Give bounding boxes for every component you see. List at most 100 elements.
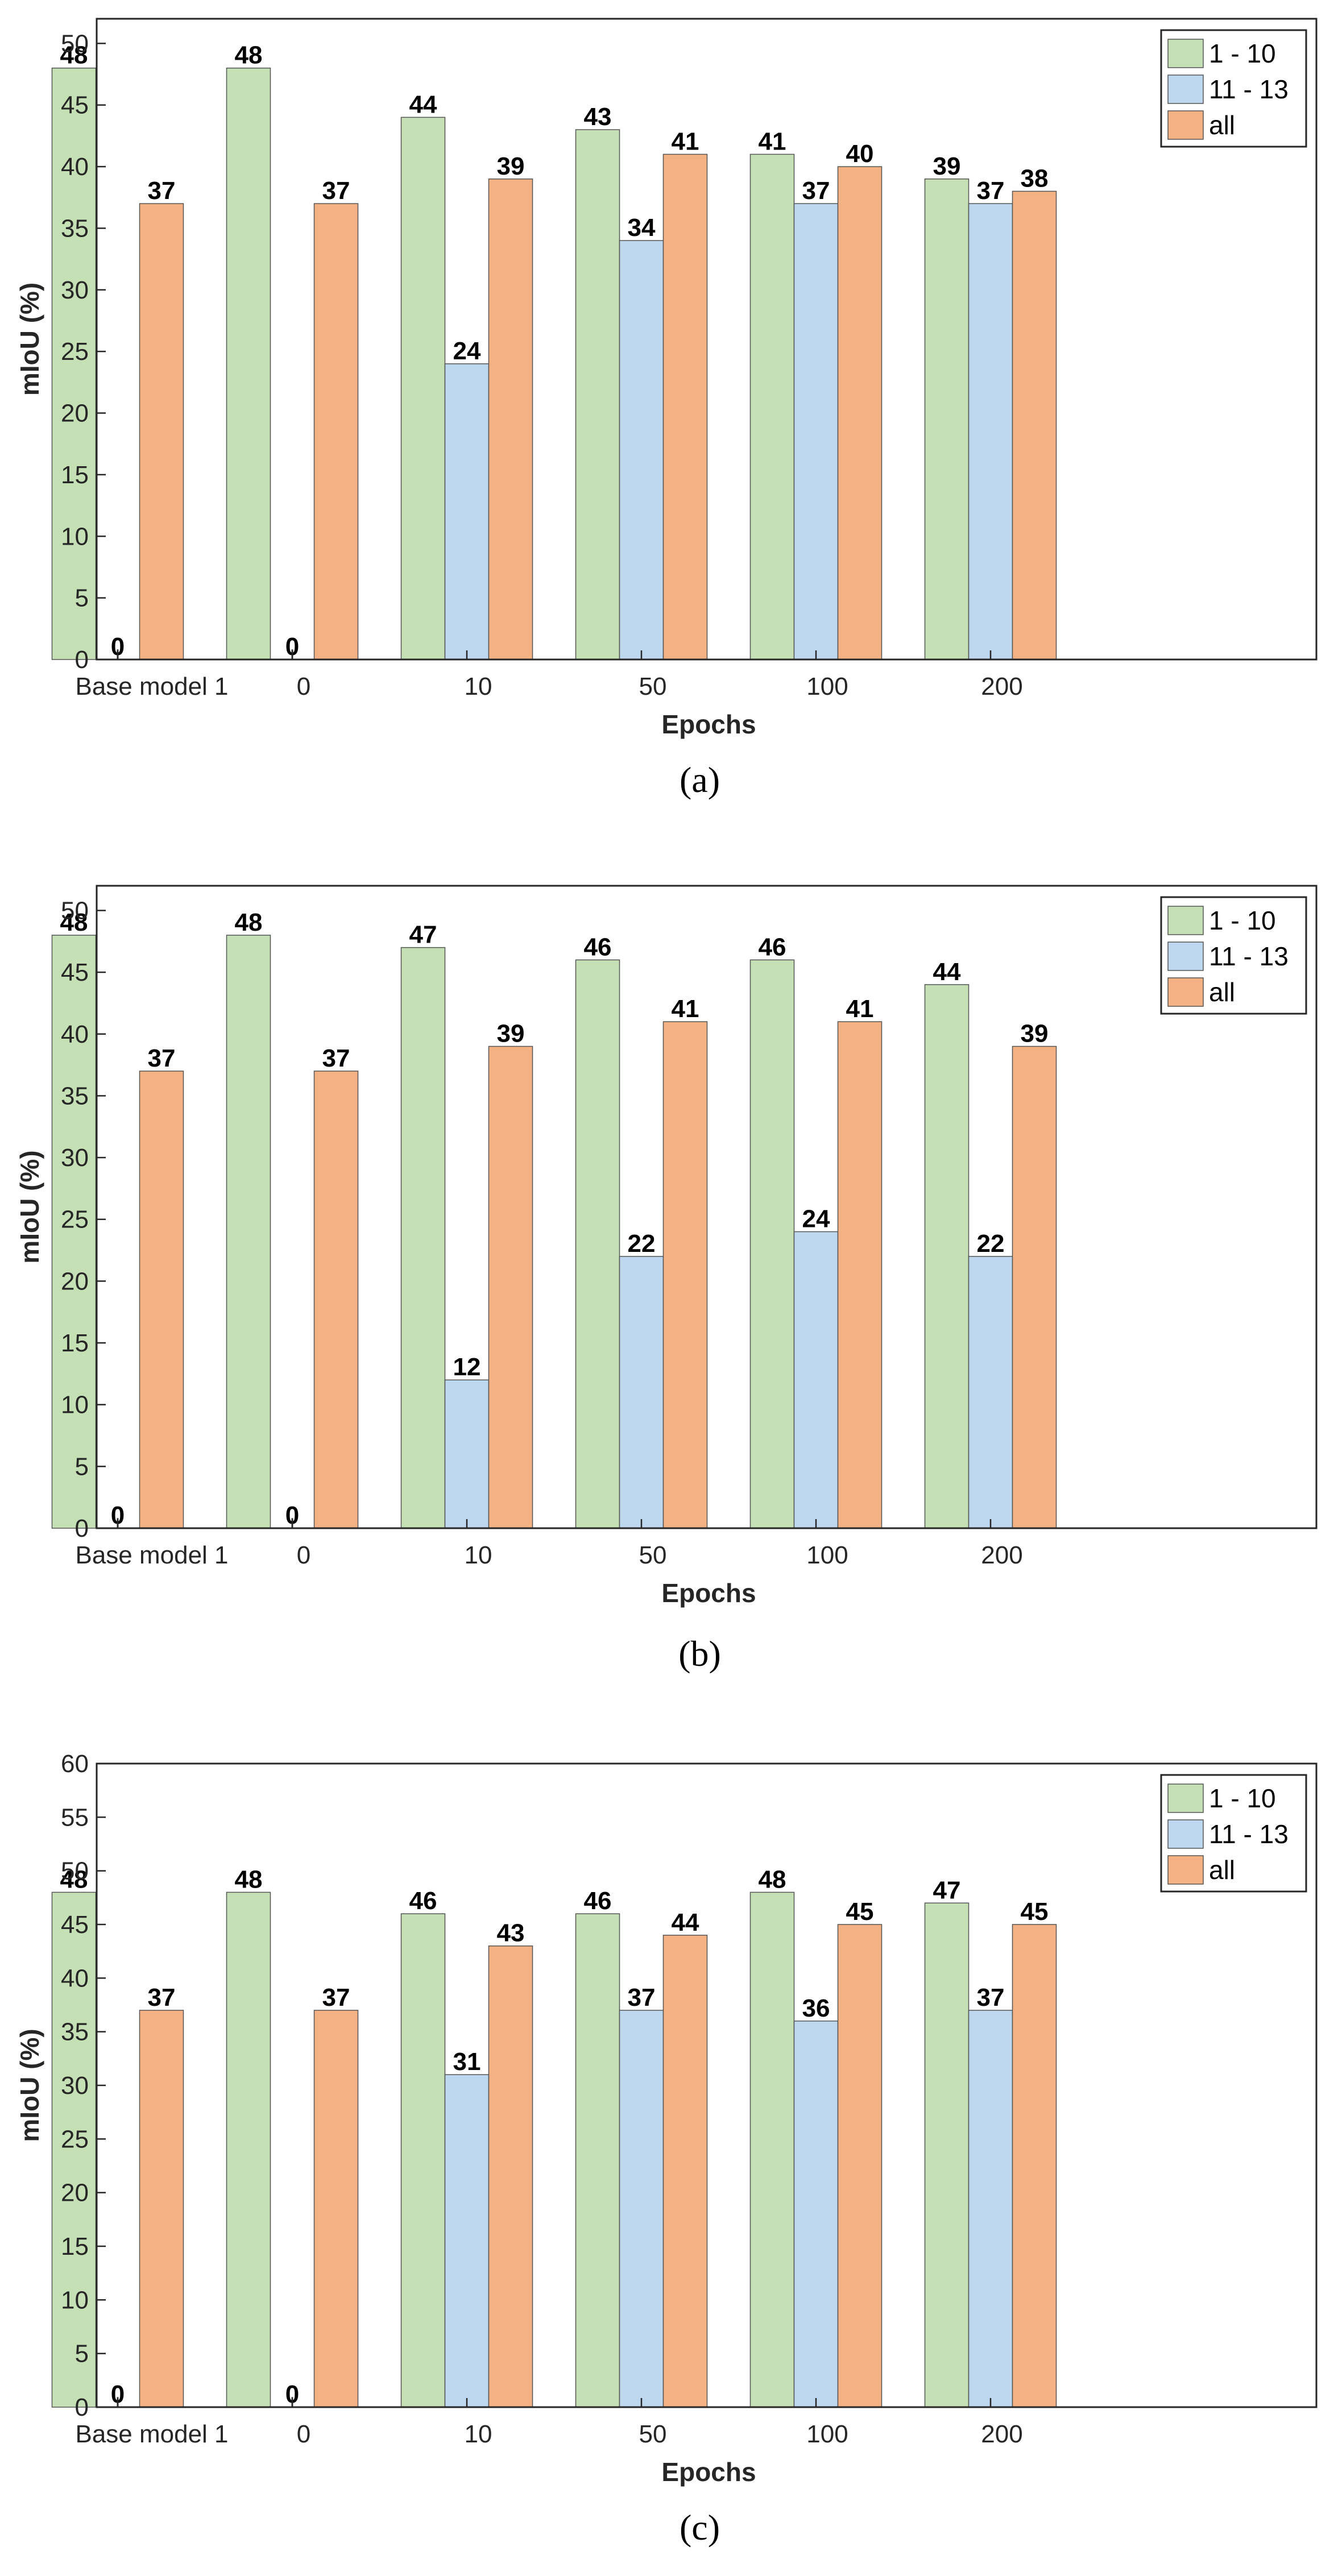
bar-1-1-3 (619, 240, 664, 660)
y-axis-label-2: mIoU (%) (15, 1150, 44, 1263)
x-tick-label-2-2: 10 (465, 1541, 492, 1569)
data-label-3-2-5: 45 (1021, 1898, 1049, 1926)
data-label-3-0-3: 46 (584, 1887, 612, 1915)
x-axis-label-3: Epochs (661, 2457, 756, 2487)
x-tick-label-3-0: Base model 1 (75, 2420, 228, 2448)
data-label-3-0-2: 46 (409, 1887, 437, 1915)
data-label-1-2-4: 40 (846, 140, 874, 168)
y-tick-label-3-1: 5 (75, 2340, 89, 2368)
data-label-2-0-4: 46 (759, 933, 786, 961)
y-tick-label-2-10: 50 (61, 897, 89, 924)
data-label-1-0-5: 39 (933, 152, 961, 180)
caption-3: (c) (680, 2507, 720, 2548)
bar-3-2-5 (1012, 1924, 1057, 2408)
data-label-2-1-5: 22 (977, 1230, 1005, 1258)
x-axis-label-1: Epochs (661, 710, 756, 739)
data-label-1-0-2: 44 (409, 90, 437, 118)
y-tick-label-3-9: 45 (61, 1911, 89, 1939)
data-label-1-2-5: 38 (1021, 164, 1049, 192)
y-tick-label-1-1: 5 (75, 584, 89, 612)
x-tick-label-2-3: 50 (639, 1541, 667, 1569)
y-tick-label-1-7: 35 (61, 214, 89, 242)
legend-label-3-0: 1 - 10 (1209, 1783, 1276, 1813)
x-axis-label-2: Epochs (661, 1578, 756, 1608)
y-tick-label-3-7: 35 (61, 2018, 89, 2046)
y-tick-label-3-4: 20 (61, 2179, 89, 2207)
y-tick-label-2-7: 35 (61, 1082, 89, 1110)
y-tick-label-1-9: 45 (61, 92, 89, 119)
data-label-2-2-4: 41 (846, 995, 874, 1023)
bar-1-2-3 (662, 154, 708, 660)
legend-label-1-0: 1 - 10 (1209, 39, 1276, 68)
bar-3-0-0 (51, 1891, 97, 2408)
data-label-3-2-3: 44 (672, 1909, 699, 1936)
y-tick-label-1-3: 15 (61, 461, 89, 489)
data-label-2-1-4: 24 (802, 1205, 830, 1233)
data-label-1-2-1: 37 (322, 177, 350, 205)
bar-2-2-4 (837, 1021, 883, 1529)
x-tick-label-2-5: 200 (981, 1541, 1022, 1569)
legend-label-3-2: all (1209, 1855, 1235, 1885)
x-tick-label-1-3: 50 (639, 673, 667, 700)
data-label-2-0-3: 46 (584, 933, 612, 961)
x-tick-label-3-1: 0 (297, 2420, 310, 2448)
data-label-3-2-4: 45 (846, 1898, 874, 1926)
data-label-2-1-2: 12 (453, 1353, 481, 1381)
bar-1-1-2 (444, 363, 490, 660)
data-label-3-0-4: 48 (759, 1865, 786, 1893)
data-label-2-0-2: 47 (409, 921, 437, 949)
y-tick-label-2-0: 0 (75, 1515, 89, 1542)
y-tick-label-2-8: 40 (61, 1021, 89, 1048)
y-tick-label-3-0: 0 (75, 2394, 89, 2421)
bar-3-2-3 (662, 1935, 708, 2408)
bar-3-0-5 (924, 1902, 970, 2408)
bar-3-2-2 (488, 1945, 533, 2408)
legend-swatch-3-0 (1167, 1783, 1204, 1813)
x-tick-label-3-3: 50 (639, 2420, 667, 2448)
bar-3-2-4 (837, 1924, 883, 2408)
data-label-1-0-0: 48 (60, 42, 88, 69)
x-tick-label-3-5: 200 (981, 2420, 1022, 2448)
bar-3-0-2 (400, 1913, 446, 2408)
data-label-1-1-5: 37 (977, 177, 1005, 205)
data-label-2-1-3: 22 (628, 1230, 656, 1258)
data-label-2-0-5: 44 (933, 958, 961, 986)
y-tick-label-1-6: 30 (61, 276, 89, 304)
bar-2-0-2 (400, 947, 446, 1529)
y-tick-label-2-3: 15 (61, 1329, 89, 1357)
bar-3-2-1 (313, 2010, 359, 2408)
bar-2-1-5 (968, 1256, 1013, 1529)
x-tick-label-1-1: 0 (297, 673, 310, 700)
bar-2-2-5 (1012, 1046, 1057, 1529)
legend-swatch-1-2 (1167, 110, 1204, 140)
bar-3-1-3 (619, 2010, 664, 2408)
x-tick-label-2-1: 0 (297, 1541, 310, 1569)
bar-3-1-4 (793, 2021, 839, 2408)
data-label-3-1-4: 36 (802, 1994, 830, 2022)
data-label-3-1-2: 31 (453, 2048, 481, 2076)
y-tick-label-2-6: 30 (61, 1144, 89, 1172)
y-tick-label-2-2: 10 (61, 1391, 89, 1419)
bar-1-2-4 (837, 166, 883, 660)
legend-swatch-3-1 (1167, 1819, 1204, 1849)
data-label-1-2-0: 37 (148, 177, 176, 205)
data-label-1-1-4: 37 (802, 177, 830, 205)
y-tick-label-1-8: 40 (61, 153, 89, 181)
bar-3-1-2 (444, 2074, 490, 2408)
legend-swatch-3-2 (1167, 1855, 1204, 1885)
legend-2: 1 - 10 11 - 13 all (1160, 896, 1307, 1015)
bar-2-1-2 (444, 1379, 490, 1529)
legend-swatch-1-1 (1167, 74, 1204, 104)
legend-label-2-1: 11 - 13 (1209, 941, 1289, 971)
data-label-2-2-0: 37 (148, 1044, 176, 1072)
data-label-1-0-1: 48 (235, 42, 263, 69)
data-label-3-0-5: 47 (933, 1876, 961, 1904)
y-tick-label-3-11: 55 (61, 1803, 89, 1831)
y-tick-label-2-5: 25 (61, 1206, 89, 1234)
y-tick-label-3-12: 60 (61, 1750, 89, 1778)
bar-1-0-5 (924, 179, 970, 660)
